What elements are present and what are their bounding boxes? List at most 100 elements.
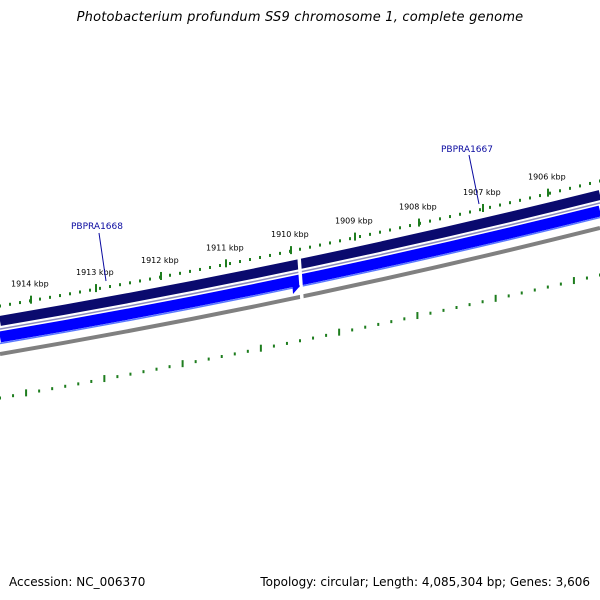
ruler-dot — [409, 224, 411, 228]
ruler-dot — [520, 291, 523, 295]
ruler-dot — [309, 245, 311, 249]
ruler-dot — [220, 355, 223, 359]
ruler-dot — [272, 344, 275, 348]
gene-label-pbpra1667[interactable]: PBPRA1667 — [441, 145, 493, 155]
ruler-dot — [259, 255, 261, 259]
ruler-dot — [379, 230, 381, 234]
ruler-dot — [199, 267, 201, 271]
ruler-dot — [129, 372, 132, 376]
topology-summary: Topology: circular; Length: 4,085,304 bp… — [260, 575, 590, 589]
ruler-dot — [142, 370, 145, 374]
ruler-dot — [442, 308, 445, 312]
ruler-dot — [546, 285, 549, 289]
ruler-dot — [259, 344, 262, 352]
ruler-dot — [469, 210, 471, 214]
ruler-dot — [416, 312, 419, 320]
ruler-dot — [9, 302, 11, 306]
ruler-dot — [129, 281, 131, 285]
ruler-dot — [181, 360, 184, 368]
tick-label: 1907 kbp — [463, 188, 501, 197]
ruler-dot — [479, 208, 481, 212]
ruler-dot — [89, 288, 91, 292]
ruler-dot — [19, 301, 21, 305]
gene-label-group: PBPRA1668 PBPRA1667 — [71, 145, 493, 282]
ruler-dot — [389, 228, 391, 232]
ruler-dot — [49, 295, 51, 299]
ruler-dot — [194, 360, 197, 364]
ruler-dot — [377, 322, 380, 326]
ruler-dot — [179, 271, 181, 275]
ruler-dot — [39, 297, 41, 301]
ruler-dot — [0, 396, 1, 400]
ruler-dot — [25, 389, 28, 397]
ruler-dot — [279, 251, 281, 255]
ruler-dot — [459, 212, 461, 216]
ruler-ticks — [30, 188, 549, 304]
ruler-dot — [99, 286, 101, 290]
ruler-dot — [77, 382, 80, 386]
ruler-dot — [429, 219, 431, 223]
backbone-track — [0, 226, 600, 356]
ruler-dot — [229, 262, 231, 266]
ruler-dot — [429, 311, 432, 315]
ruler-dot — [12, 394, 15, 398]
tick-label: 1913 kbp — [76, 268, 114, 277]
ruler-dot — [38, 389, 41, 393]
ruler-dot — [79, 290, 81, 294]
tick-label: 1906 kbp — [528, 173, 566, 182]
ruler-dot — [507, 294, 510, 298]
gene-label-pbpra1668[interactable]: PBPRA1668 — [71, 222, 123, 232]
ruler-dot — [364, 325, 367, 329]
ruler-dot — [369, 232, 371, 236]
ruler-dot — [539, 194, 541, 198]
ruler-dot — [155, 367, 158, 371]
tick-label: 1914 kbp — [11, 280, 49, 289]
major-tick — [290, 246, 292, 255]
ruler-dot — [233, 352, 236, 356]
ruler-dot — [579, 184, 581, 188]
tick-label: 1908 kbp — [399, 203, 437, 212]
outer-dotted-ruler — [0, 179, 600, 308]
inner-dotted-ruler — [0, 273, 600, 400]
ruler-dot — [329, 241, 331, 245]
accession-label: Accession: NC_006370 — [9, 575, 146, 589]
ruler-dot — [312, 336, 315, 340]
ruler-dot — [299, 339, 301, 343]
ruler-dot — [59, 294, 61, 298]
major-tick — [482, 203, 484, 212]
ruler-dot — [439, 217, 441, 221]
ruler-dot — [239, 260, 241, 264]
ruler-dot — [139, 279, 141, 283]
ruler-dot — [219, 264, 221, 268]
ruler-dot — [90, 379, 93, 383]
tick-label: 1909 kbp — [335, 217, 373, 226]
ruler-dot — [319, 243, 321, 247]
ruler-dot — [338, 328, 341, 336]
major-tick — [225, 259, 227, 268]
ruler-dot — [559, 189, 561, 193]
ruler-dot — [299, 247, 301, 251]
ruler-dot — [589, 181, 591, 185]
major-tick — [30, 295, 32, 304]
ruler-dot — [533, 288, 536, 292]
ruler-dot — [559, 282, 562, 286]
ruler-dot — [529, 196, 531, 200]
ruler-dot — [339, 239, 341, 243]
major-tick — [547, 188, 549, 197]
ruler-dot — [390, 320, 393, 324]
ruler-dot — [399, 226, 401, 230]
ruler-dot — [519, 198, 521, 202]
ruler-dot — [494, 294, 497, 302]
ruler-dot — [269, 253, 271, 257]
ruler-dot — [168, 365, 171, 369]
tick-label: 1911 kbp — [206, 243, 244, 252]
ruler-dot — [481, 300, 484, 304]
gene-boundary — [292, 255, 304, 301]
ruler-dot — [468, 303, 471, 307]
ruler-dot — [549, 191, 551, 195]
tick-label: 1910 kbp — [271, 230, 309, 239]
ruler-dot — [449, 215, 451, 219]
ruler-dot — [189, 269, 191, 273]
